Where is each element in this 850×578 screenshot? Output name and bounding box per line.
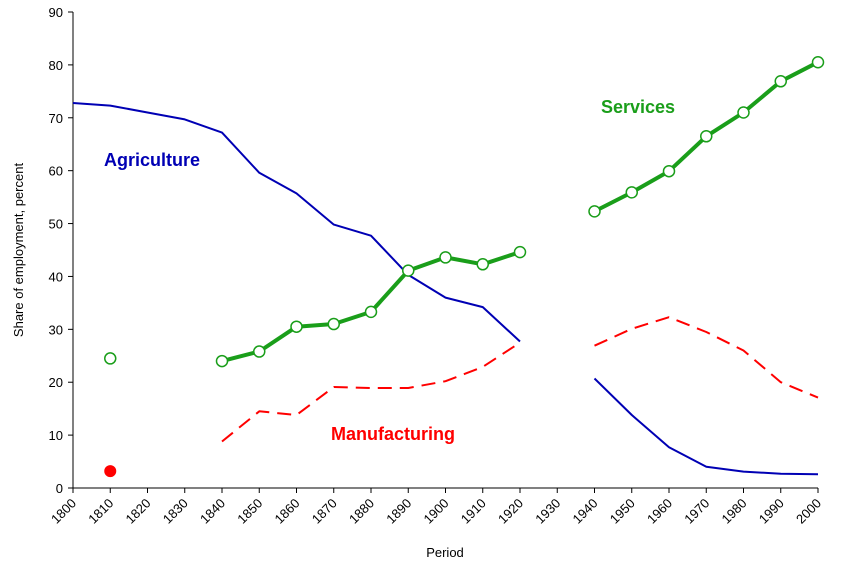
services-point: [253, 345, 266, 358]
services-point: [662, 164, 676, 178]
services-point: [774, 75, 787, 88]
manufacturing-line: [221, 341, 521, 443]
agriculture-line: [72, 102, 521, 343]
x-tick-label: 1970: [681, 496, 712, 527]
services-point: [215, 354, 229, 368]
x-tick-label: 1830: [160, 496, 191, 527]
services-point: [625, 186, 638, 199]
services-point: [327, 317, 340, 331]
y-tick-label: 90: [49, 5, 63, 20]
x-tick-label: 1800: [48, 496, 79, 527]
agriculture-line: [593, 377, 819, 476]
x-tick-label: 2000: [793, 496, 824, 527]
x-tick-label: 1870: [309, 496, 340, 527]
services-point: [737, 106, 750, 119]
series-label-manufacturing: Manufacturing: [331, 424, 455, 444]
series-label-agriculture: Agriculture: [104, 150, 200, 170]
x-tick-label: 1860: [272, 496, 303, 527]
x-tick-label: 1850: [234, 496, 265, 527]
manufacturing-line: [594, 316, 819, 399]
x-tick-label: 1880: [346, 496, 377, 527]
y-tick-label: 30: [49, 322, 63, 337]
x-tick-label: 1910: [458, 496, 489, 527]
x-tick-label: 1990: [756, 496, 787, 527]
x-tick-label: 1950: [607, 496, 638, 527]
x-tick-label: 1900: [421, 496, 452, 527]
y-tick-label: 70: [49, 111, 63, 126]
y-tick-label: 50: [49, 217, 63, 232]
x-tick-label: 1930: [532, 496, 563, 527]
y-tick-label: 10: [49, 428, 63, 443]
x-tick-label: 1810: [85, 496, 116, 527]
services-point: [700, 130, 713, 143]
y-tick-label: 60: [49, 164, 63, 179]
manufacturing-point: [104, 465, 117, 478]
services-point: [290, 320, 303, 333]
x-tick-label: 1940: [570, 496, 601, 527]
y-axis-title: Share of employment, percent: [11, 163, 26, 338]
x-tick-label: 1840: [197, 496, 228, 527]
y-tick-label: 40: [49, 269, 63, 284]
x-tick-label: 1920: [495, 496, 526, 527]
y-tick-label: 80: [49, 58, 63, 73]
x-tick-label: 1820: [123, 496, 154, 527]
series-label-services: Services: [601, 97, 675, 117]
services-point: [402, 264, 415, 277]
y-tick-label: 0: [56, 481, 63, 496]
y-tick-label: 20: [49, 375, 63, 390]
services-point: [513, 245, 527, 259]
services-point: [364, 305, 378, 319]
x-tick-label: 1960: [644, 496, 675, 527]
services-point: [588, 205, 601, 218]
series-layer: [72, 55, 825, 478]
labels-layer: Agriculture Services Manufacturing Perio…: [11, 97, 675, 560]
services-point: [439, 251, 452, 264]
services-point: [476, 258, 489, 271]
x-tick-label: 1890: [383, 496, 414, 527]
x-tick-label: 1980: [719, 496, 750, 527]
x-axis-title: Period: [426, 545, 464, 560]
services-point: [104, 352, 117, 365]
services-point: [811, 55, 825, 69]
